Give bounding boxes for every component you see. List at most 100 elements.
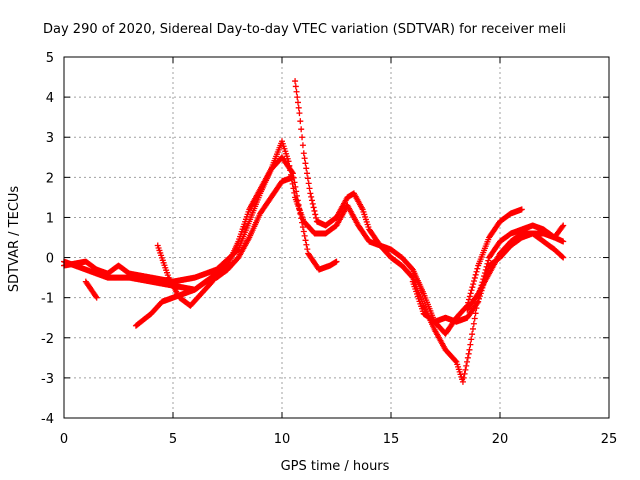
data-point bbox=[468, 287, 475, 294]
data-point bbox=[470, 281, 477, 288]
data-point bbox=[209, 278, 216, 285]
y-tick-label: 1 bbox=[46, 211, 54, 226]
data-point bbox=[303, 241, 310, 248]
x-tick-label: 5 bbox=[169, 432, 177, 447]
series-track-3 bbox=[292, 78, 567, 385]
data-point bbox=[293, 188, 300, 195]
data-point bbox=[452, 357, 459, 364]
data-point bbox=[308, 193, 315, 200]
data-point bbox=[92, 293, 99, 300]
y-tick-label: -1 bbox=[41, 292, 54, 307]
data-point bbox=[471, 278, 478, 285]
data-point bbox=[289, 174, 296, 181]
data-point bbox=[309, 200, 316, 207]
data-point bbox=[296, 206, 303, 213]
data-points bbox=[61, 78, 567, 385]
data-point bbox=[473, 268, 480, 275]
series-track-4 bbox=[132, 174, 296, 329]
data-point bbox=[292, 83, 299, 90]
data-point bbox=[471, 315, 478, 322]
chart-title: Day 290 of 2020, Sidereal Day-to-day VTE… bbox=[43, 22, 566, 37]
y-tick-label: -4 bbox=[41, 412, 54, 427]
data-point bbox=[300, 228, 307, 235]
data-point bbox=[313, 214, 320, 221]
data-point bbox=[301, 155, 308, 162]
series-track-6 bbox=[82, 278, 100, 301]
data-point bbox=[299, 142, 306, 149]
data-point bbox=[208, 279, 215, 286]
data-point bbox=[467, 290, 474, 297]
x-axis-label: GPS time / hours bbox=[281, 459, 390, 474]
series-track-2 bbox=[61, 154, 340, 285]
data-point bbox=[464, 358, 471, 365]
data-point bbox=[469, 331, 476, 338]
y-tick-label: 4 bbox=[46, 91, 54, 106]
data-point bbox=[304, 170, 311, 177]
y-tick-label: 2 bbox=[46, 171, 54, 186]
data-point bbox=[305, 180, 312, 187]
data-point bbox=[559, 223, 566, 230]
data-point bbox=[559, 253, 566, 260]
data-point bbox=[298, 126, 305, 133]
x-tick-label: 20 bbox=[492, 432, 509, 447]
data-point bbox=[312, 211, 319, 218]
x-tick-label: 0 bbox=[60, 432, 68, 447]
data-point bbox=[289, 169, 296, 176]
series-track-5 bbox=[154, 242, 216, 309]
data-point bbox=[295, 104, 302, 111]
x-tick-label: 10 bbox=[274, 432, 291, 447]
y-tick-label: -2 bbox=[41, 332, 54, 347]
data-point bbox=[311, 207, 318, 214]
x-tick-label: 25 bbox=[601, 432, 618, 447]
data-point bbox=[463, 362, 470, 369]
data-point bbox=[306, 185, 313, 192]
data-point bbox=[303, 165, 310, 172]
data-point bbox=[308, 197, 315, 204]
data-point bbox=[300, 150, 307, 157]
data-point bbox=[304, 175, 311, 182]
y-tick-label: 5 bbox=[46, 51, 54, 66]
data-point bbox=[292, 183, 299, 190]
data-point bbox=[301, 232, 308, 239]
y-tick-label: 3 bbox=[46, 131, 54, 146]
data-point bbox=[304, 246, 311, 253]
data-point bbox=[408, 273, 415, 280]
data-point bbox=[297, 210, 304, 217]
data-point bbox=[474, 299, 481, 306]
data-point bbox=[462, 366, 469, 373]
data-point bbox=[307, 190, 314, 197]
data-point bbox=[560, 222, 567, 229]
y-tick-label: -3 bbox=[41, 372, 54, 387]
x-tick-label: 15 bbox=[383, 432, 400, 447]
data-point bbox=[485, 257, 492, 264]
data-point bbox=[296, 110, 303, 117]
data-point bbox=[298, 215, 305, 222]
axis-ticks: 0 5 10 15 20 25 -4 -3 -2 -1 0 1 2 3 4 5 bbox=[41, 51, 617, 447]
data-point bbox=[471, 274, 478, 281]
data-point bbox=[294, 99, 301, 106]
data-point bbox=[466, 293, 473, 300]
data-point bbox=[518, 206, 525, 213]
data-point bbox=[299, 134, 306, 141]
data-point bbox=[475, 298, 482, 305]
data-point bbox=[469, 325, 476, 332]
y-axis-label: SDTVAR / TECUs bbox=[7, 186, 22, 293]
data-point bbox=[461, 370, 468, 377]
data-point bbox=[297, 118, 304, 125]
data-point bbox=[333, 258, 340, 265]
data-point bbox=[460, 374, 467, 381]
data-point bbox=[293, 192, 300, 199]
data-point bbox=[469, 284, 476, 291]
data-point bbox=[299, 224, 306, 231]
data-point bbox=[474, 265, 481, 272]
data-point bbox=[465, 350, 472, 357]
data-point bbox=[472, 271, 479, 278]
data-point bbox=[465, 296, 472, 303]
data-point bbox=[299, 219, 306, 226]
data-point bbox=[560, 254, 567, 261]
plot-frame bbox=[63, 56, 610, 419]
data-point bbox=[459, 378, 466, 385]
data-point bbox=[294, 94, 301, 101]
data-point bbox=[295, 201, 302, 208]
